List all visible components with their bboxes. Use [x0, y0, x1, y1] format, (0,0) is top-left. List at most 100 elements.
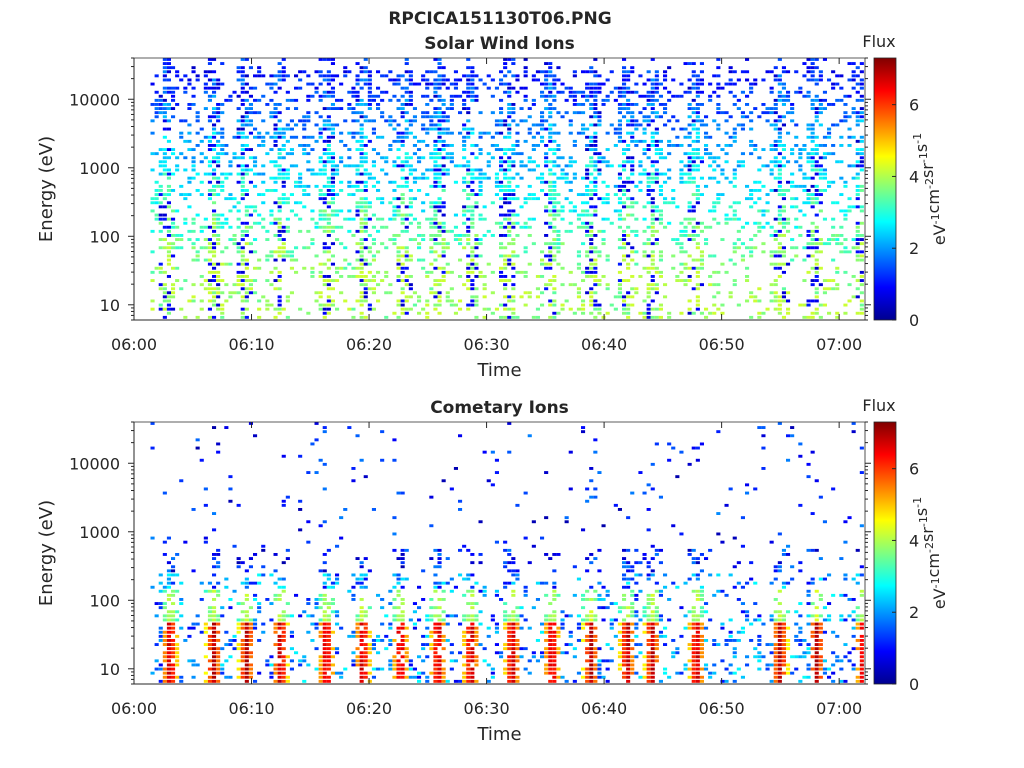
- flux-cell: [220, 127, 225, 131]
- flux-cell: [650, 217, 655, 221]
- flux-cell: [810, 315, 815, 319]
- flux-cell: [392, 164, 397, 168]
- flux-cell: [474, 168, 479, 172]
- flux-cell: [281, 229, 286, 233]
- flux-cell: [691, 258, 696, 262]
- flux-cell: [462, 593, 467, 597]
- flux-cell: [769, 234, 774, 237]
- flux-cell: [429, 221, 434, 225]
- flux-cell: [568, 189, 573, 192]
- flux-cell: [691, 123, 696, 127]
- flux-cell: [572, 311, 577, 315]
- flux-cell: [658, 213, 663, 217]
- flux-cell: [330, 131, 335, 135]
- flux-cell: [761, 78, 766, 82]
- flux-cell: [691, 287, 696, 291]
- flux-cell: [478, 643, 483, 646]
- flux-cell: [822, 176, 827, 180]
- flux-cell: [494, 86, 499, 90]
- flux-cell: [257, 111, 262, 115]
- flux-cell: [400, 176, 405, 180]
- flux-cell: [699, 156, 704, 160]
- flux-cell: [240, 148, 245, 151]
- flux-cell: [367, 119, 372, 123]
- flux-cell: [191, 283, 196, 287]
- flux-cell: [384, 74, 389, 78]
- flux-cell: [207, 148, 212, 151]
- flux-cell: [359, 148, 364, 151]
- flux-cell: [630, 123, 635, 127]
- flux-cell: [552, 275, 557, 278]
- flux-cell: [531, 217, 536, 221]
- flux-cell: [162, 164, 167, 168]
- flux-cell: [191, 663, 196, 667]
- flux-cell: [175, 156, 180, 160]
- flux-cell: [634, 250, 639, 254]
- flux-cell: [568, 123, 573, 127]
- flux-cell: [646, 311, 651, 315]
- flux-cell: [248, 422, 253, 425]
- flux-cell: [622, 66, 627, 70]
- flux-cell: [515, 90, 520, 94]
- flux-cell: [216, 184, 221, 188]
- flux-cell: [781, 189, 786, 192]
- flux-cell: [421, 176, 426, 180]
- flux-cell: [212, 291, 217, 295]
- flux-cell: [216, 164, 221, 168]
- flux-cell: [166, 675, 171, 679]
- flux-cell: [781, 221, 786, 225]
- flux-cell: [822, 168, 827, 172]
- flux-cell: [326, 675, 331, 679]
- flux-cell: [814, 201, 819, 205]
- flux-cell: [257, 74, 262, 78]
- flux-cell: [626, 279, 631, 282]
- flux-cell: [175, 225, 180, 229]
- flux-cell: [220, 606, 225, 610]
- flux-cell: [355, 103, 360, 106]
- flux-cell: [728, 135, 733, 139]
- flux-cell: [855, 287, 860, 291]
- flux-cell: [745, 70, 750, 74]
- flux-cell: [814, 144, 819, 147]
- flux-cell: [367, 139, 372, 143]
- flux-cell: [613, 127, 618, 131]
- flux-cell: [749, 193, 754, 196]
- flux-cell: [388, 291, 393, 295]
- flux-cell: [359, 217, 364, 221]
- flux-cell: [240, 168, 245, 172]
- flux-cell: [482, 275, 487, 278]
- flux-cell: [359, 189, 364, 192]
- flux-cell: [400, 229, 405, 233]
- flux-cell: [445, 107, 450, 110]
- flux-cell: [814, 98, 819, 102]
- flux-cell: [359, 655, 364, 659]
- flux-cell: [519, 295, 524, 299]
- flux-cell: [576, 103, 581, 106]
- flux-cell: [646, 70, 651, 74]
- flux-cell: [359, 606, 364, 610]
- flux-cell: [494, 626, 499, 630]
- flux-cell: [654, 127, 659, 131]
- flux-cell: [425, 643, 430, 646]
- flux-cell: [326, 634, 331, 638]
- flux-cell: [236, 180, 241, 184]
- flux-cell: [646, 119, 651, 123]
- flux-cell: [634, 90, 639, 94]
- flux-cell: [560, 90, 565, 94]
- flux-cell: [540, 119, 545, 123]
- flux-cell: [216, 667, 221, 671]
- flux-cell: [335, 647, 340, 651]
- flux-cell: [593, 123, 598, 127]
- flux-cell: [236, 643, 241, 646]
- flux-cell: [216, 581, 221, 585]
- flux-cell: [421, 123, 426, 127]
- flux-cell: [273, 221, 278, 225]
- flux-cell: [240, 311, 245, 315]
- flux-cell: [158, 626, 163, 630]
- flux-cell: [314, 626, 319, 630]
- flux-cell: [470, 283, 475, 287]
- flux-cell: [273, 671, 278, 675]
- flux-cell: [859, 270, 864, 274]
- flux-cell: [326, 643, 331, 646]
- flux-cell: [236, 270, 241, 274]
